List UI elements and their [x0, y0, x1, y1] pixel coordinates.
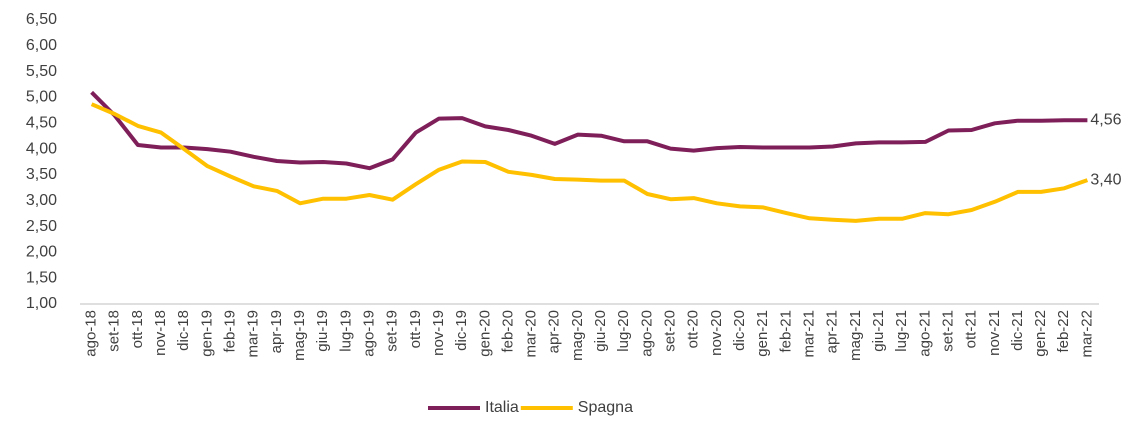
x-tick-label: nov-20	[708, 310, 725, 356]
x-tick-label: feb-22	[1055, 310, 1072, 353]
x-tick-label: giu-19	[314, 310, 331, 352]
y-tick-label: 6,50	[26, 11, 57, 28]
y-tick-label: 1,00	[26, 295, 57, 312]
x-tick-label: mar-20	[523, 310, 540, 358]
x-tick-label: ott-21	[963, 310, 980, 348]
y-tick-label: 5,50	[26, 63, 57, 80]
x-tick-label: apr-20	[546, 310, 563, 353]
x-tick-label: mag-21	[847, 310, 864, 361]
x-tick-label: lug-19	[337, 310, 354, 352]
legend-label: Italia	[485, 399, 519, 416]
data-label: 4,56	[1090, 111, 1121, 128]
x-tick-label: ott-20	[685, 310, 702, 348]
x-tick-label: set-19	[384, 310, 401, 352]
legend-label: Spagna	[578, 399, 633, 416]
y-tick-label: 4,00	[26, 140, 57, 157]
x-tick-label: lug-20	[615, 310, 632, 352]
y-tick-label: 5,00	[26, 89, 57, 106]
y-tick-label: 3,00	[26, 192, 57, 209]
x-tick-label: set-20	[662, 310, 679, 352]
x-tick-label: apr-21	[824, 310, 841, 353]
data-label: 3,40	[1090, 171, 1121, 188]
x-tick-label: dic-21	[1009, 310, 1026, 351]
x-tick-label: ago-19	[360, 310, 377, 357]
x-tick-label: gen-21	[754, 310, 771, 357]
line-series	[90, 102, 1089, 223]
x-tick-label: giu-21	[870, 310, 887, 352]
y-tick-label: 6,00	[26, 37, 57, 54]
x-tick-label: ott-19	[407, 310, 424, 348]
x-tick-label: ago-21	[916, 310, 933, 357]
x-tick-label: feb-20	[499, 310, 516, 353]
x-tick-label: nov-21	[986, 310, 1003, 356]
x-tick-label: mar-22	[1078, 310, 1095, 358]
x-tick-label: apr-19	[268, 310, 285, 353]
y-tick-label: 4,50	[26, 114, 57, 131]
y-tick-label: 1,50	[26, 269, 57, 286]
x-tick-label: ago-18	[83, 310, 100, 357]
x-tick-label: mar-21	[800, 310, 817, 358]
x-tick-label: dic-20	[731, 310, 748, 351]
x-tick-label: gen-20	[476, 310, 493, 357]
y-tick-label: 2,50	[26, 218, 57, 235]
y-tick-label: 3,50	[26, 166, 57, 183]
x-tick-label: gen-22	[1032, 310, 1049, 357]
x-tick-label: ott-18	[129, 310, 146, 348]
y-tick-label: 2,00	[26, 244, 57, 261]
x-tick-label: dic-18	[175, 310, 192, 351]
x-tick-label: gen-19	[198, 310, 215, 357]
x-tick-label: lug-21	[893, 310, 910, 352]
line-series	[90, 90, 1088, 171]
x-tick-label: nov-19	[430, 310, 447, 356]
x-tick-label: giu-20	[592, 310, 609, 352]
x-tick-label: ago-20	[638, 310, 655, 357]
x-tick-label: mar-19	[245, 310, 262, 358]
x-tick-label: mag-20	[569, 310, 586, 361]
x-tick-label: set-21	[939, 310, 956, 352]
x-tick-label: set-18	[106, 310, 123, 352]
x-tick-label: feb-19	[222, 310, 239, 353]
x-tick-label: nov-18	[152, 310, 169, 356]
x-tick-label: dic-19	[453, 310, 470, 351]
x-tick-label: feb-21	[777, 310, 794, 353]
x-tick-label: mag-19	[291, 310, 308, 361]
